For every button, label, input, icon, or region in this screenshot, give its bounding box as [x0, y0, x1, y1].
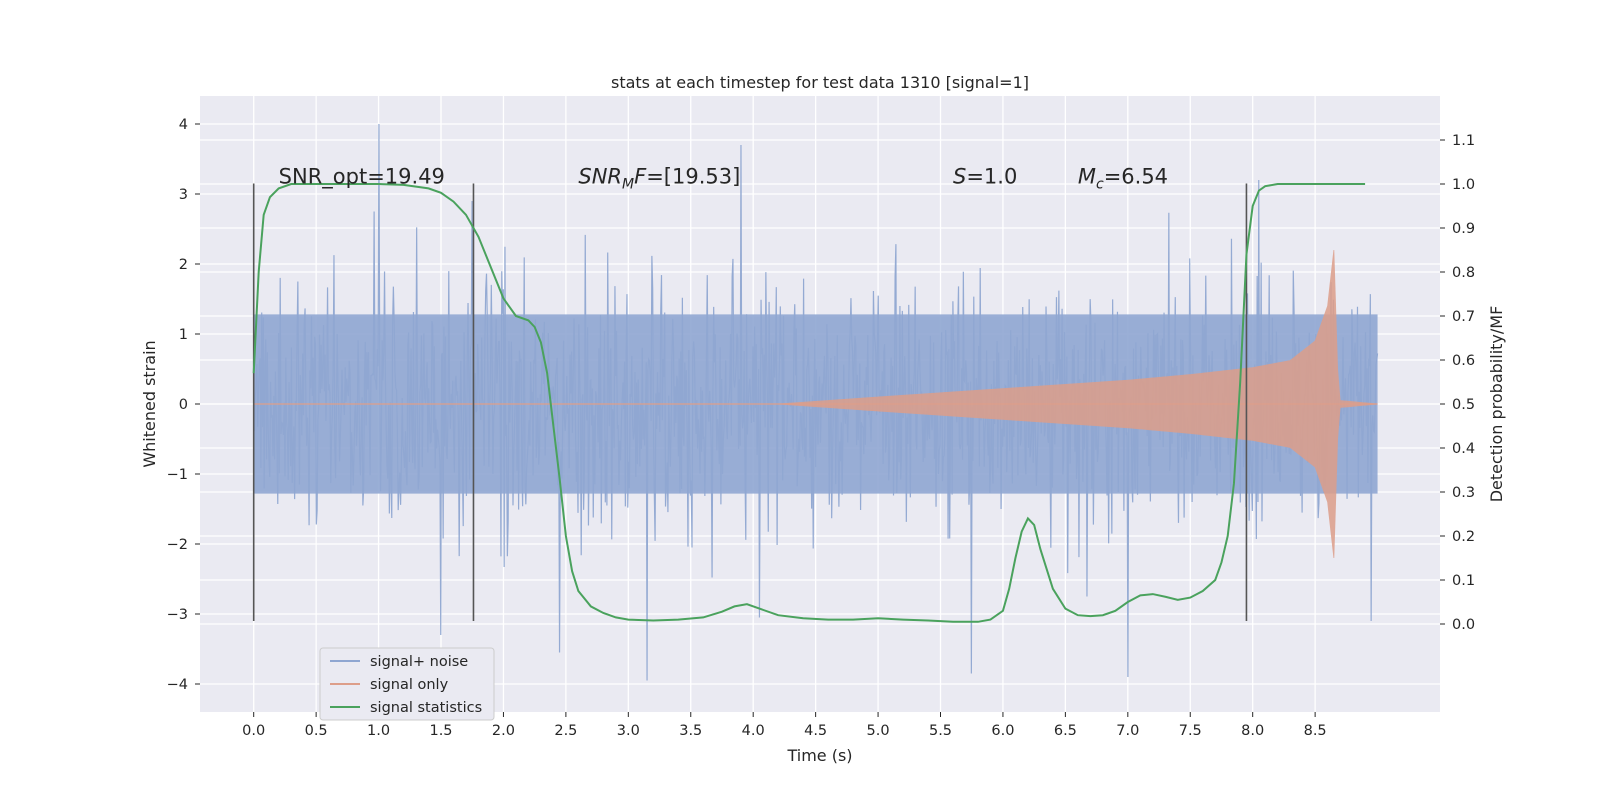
y-left-tick-label-7: 3 [179, 187, 188, 203]
signal-statistics-line [252, 183, 1366, 623]
x-tick-label-16: 8.0 [1241, 723, 1264, 739]
y-left-tick-label-1: −3 [167, 607, 188, 623]
y-right-tick-label-7: 0.7 [1452, 309, 1475, 325]
x-tick-label-12: 6.0 [991, 723, 1014, 739]
x-tick-label-9: 4.5 [804, 723, 827, 739]
x-tick-label-0: 0.0 [242, 723, 265, 739]
chart-title: stats at each timestep for test data 131… [611, 73, 1029, 92]
x-tick-label-7: 3.5 [679, 723, 702, 739]
y-right-tick-label-3: 0.3 [1452, 485, 1475, 501]
y-right-tick-label-5: 0.5 [1452, 397, 1475, 413]
x-tick-label-5: 2.5 [554, 723, 577, 739]
x-tick-label-6: 3.0 [617, 723, 640, 739]
y-right-tick-label-9: 0.9 [1452, 221, 1475, 237]
y-left-tick-label-6: 2 [179, 257, 188, 273]
y-left-tick-label-2: −2 [167, 537, 188, 553]
x-tick-label-15: 7.5 [1179, 723, 1202, 739]
x-axis-label: Time (s) [786, 746, 852, 765]
y-left-tick-label-8: 4 [179, 117, 188, 133]
y-right-tick-label-11: 1.1 [1452, 133, 1475, 149]
legend-label-signal: signal only [370, 677, 449, 693]
y-right-tick-label-6: 0.6 [1452, 353, 1475, 369]
y-right-tick-label-8: 0.8 [1452, 265, 1475, 281]
signal-statistics-series [252, 183, 1366, 623]
y-right-tick-label-0: 0.0 [1452, 617, 1475, 633]
legend-label-statistics: signal statistics [370, 700, 482, 716]
y-right-axis-ticks: 0.0 0.1 0.2 0.3 0.4 0.5 0.6 0.7 0.8 0.9 1.0 1.1 [1440, 133, 1475, 633]
annotations: SNR_opt=19.49 SNRMF=[19.53] S=1.0 Mc=6.54 [279, 165, 1168, 193]
x-tick-label-4: 2.0 [492, 723, 515, 739]
legend: signal+ noise signal only signal statist… [319, 647, 495, 721]
annotation-3: Mc=6.54 [1078, 165, 1168, 193]
y-left-tick-label-3: −1 [167, 467, 188, 483]
y-right-axis-label: Detection probability/MF [1487, 306, 1506, 503]
y-left-axis-label: Whitened strain [140, 340, 159, 467]
y-right-tick-label-2: 0.2 [1452, 529, 1475, 545]
y-left-tick-label-0: −4 [167, 677, 188, 693]
x-tick-label-1: 0.5 [305, 723, 328, 739]
x-tick-label-8: 4.0 [742, 723, 765, 739]
y-left-axis-ticks: −4 −3 −2 −1 0 1 2 3 4 [167, 117, 200, 693]
x-tick-label-2: 1.0 [367, 723, 390, 739]
x-tick-label-17: 8.5 [1304, 723, 1327, 739]
y-left-tick-label-5: 1 [179, 327, 188, 343]
x-tick-label-13: 6.5 [1054, 723, 1077, 739]
x-tick-label-3: 1.5 [429, 723, 452, 739]
x-tick-label-10: 5.0 [867, 723, 890, 739]
y-right-tick-label-1: 0.1 [1452, 573, 1475, 589]
signal-only-series [253, 249, 1378, 559]
y-left-tick-label-4: 0 [179, 397, 188, 413]
y-right-tick-label-10: 1.0 [1452, 177, 1475, 193]
y-right-tick-label-4: 0.4 [1452, 441, 1475, 457]
x-axis-ticks: 0.0 0.5 1.0 1.5 2.0 2.5 3.0 3.5 4.0 4.5 5.0 5.5 6.0 6… [242, 712, 1327, 739]
legend-box [319, 647, 495, 721]
annotation-0: SNR_opt=19.49 [279, 165, 445, 190]
annotation-1: SNRMF=[19.53] [578, 165, 740, 193]
annotation-2: S=1.0 [953, 165, 1017, 189]
legend-label-noise: signal+ noise [370, 654, 468, 670]
x-tick-label-11: 5.5 [929, 723, 952, 739]
x-tick-label-14: 7.0 [1116, 723, 1139, 739]
